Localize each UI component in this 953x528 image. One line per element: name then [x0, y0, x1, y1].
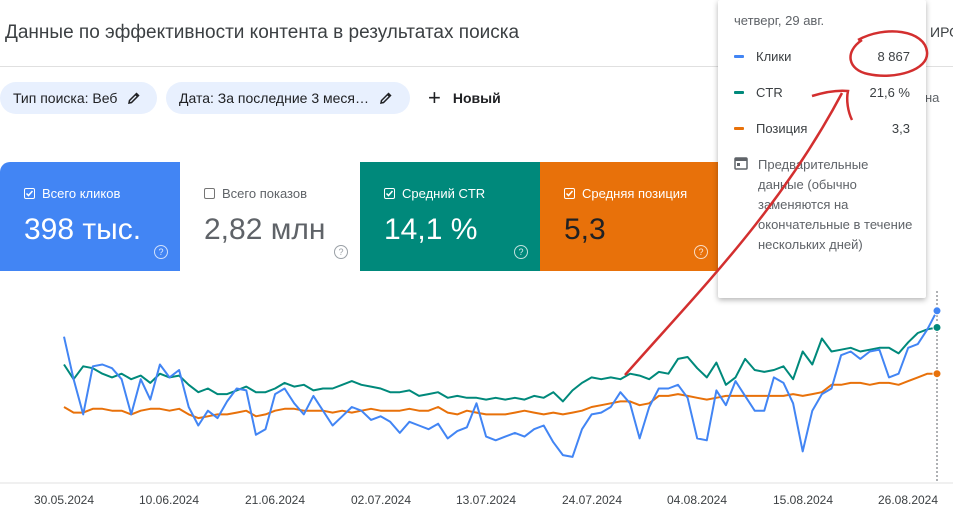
- filter-chip-label: Тип поиска: Веб: [13, 90, 118, 106]
- series-line-Позиция: [63, 372, 937, 420]
- pencil-icon: [379, 91, 393, 105]
- x-tick-label: 26.08.2024: [878, 493, 938, 507]
- hover-point-CTR: [932, 322, 942, 332]
- metric-card-clicks[interactable]: Всего кликов 398 тыс. ?: [0, 162, 180, 271]
- filter-chip-search-type[interactable]: Тип поиска: Веб: [0, 82, 157, 114]
- x-tick-label: 02.07.2024: [351, 493, 411, 507]
- tooltip-row-value: 8 867: [877, 49, 910, 64]
- calendar-icon: [734, 155, 748, 255]
- series-swatch: [734, 127, 744, 130]
- metric-label: Средний CTR: [402, 186, 486, 201]
- metric-value: 5,3: [564, 213, 606, 246]
- x-tick-label: 13.07.2024: [456, 493, 516, 507]
- checkbox-checked-icon[interactable]: [564, 188, 575, 199]
- series-line-CTR: [63, 326, 938, 403]
- new-filter-button[interactable]: + Новый: [428, 86, 501, 110]
- new-filter-label: Новый: [452, 90, 501, 106]
- help-icon[interactable]: ?: [694, 245, 708, 259]
- metric-value: 14,1 %: [384, 213, 478, 246]
- help-icon[interactable]: ?: [514, 245, 528, 259]
- tooltip-row-position: Позиция 3,3: [734, 121, 910, 136]
- metric-value: 398 тыс.: [24, 213, 142, 246]
- checkbox-unchecked-icon[interactable]: [204, 188, 215, 199]
- tooltip-row-name: Клики: [756, 49, 792, 64]
- tooltip-note-text: Предварительные данные (обычно заменяютс…: [758, 157, 913, 252]
- filter-right-label[interactable]: на: [925, 90, 940, 105]
- x-tick-label: 10.06.2024: [139, 493, 199, 507]
- hover-point-Позиция: [932, 369, 942, 379]
- series-line-Клики: [63, 310, 938, 458]
- metric-label: Всего кликов: [42, 186, 121, 201]
- chart-svg[interactable]: 30.05.2024 10.06.2024 21.06.2024 02.07.2024…: [0, 271, 953, 523]
- plus-icon: +: [428, 85, 441, 110]
- help-icon[interactable]: ?: [154, 245, 168, 259]
- pencil-icon: [127, 91, 141, 105]
- checkbox-checked-icon[interactable]: [384, 188, 395, 199]
- series-swatch: [734, 91, 744, 94]
- tooltip-date: четверг, 29 авг.: [734, 13, 825, 28]
- metric-value: 2,82 млн: [204, 213, 326, 246]
- metric-label: Средняя позиция: [582, 186, 688, 201]
- performance-chart[interactable]: 30.05.2024 10.06.2024 21.06.2024 02.07.2024…: [0, 271, 953, 523]
- filter-chip-date[interactable]: Дата: За последние 3 меся…: [166, 82, 410, 114]
- x-tick-label: 15.08.2024: [773, 493, 833, 507]
- chart-tooltip: четверг, 29 авг. Клики 8 867 CTR 21,6 % …: [718, 0, 926, 298]
- metric-card-position[interactable]: Средняя позиция 5,3 ?: [540, 162, 720, 271]
- x-tick-label: 24.07.2024: [562, 493, 622, 507]
- tooltip-row-ctr: CTR 21,6 %: [734, 85, 910, 100]
- tooltip-row-name: Позиция: [756, 121, 808, 136]
- x-tick-label: 21.06.2024: [245, 493, 305, 507]
- filter-chip-label: Дата: За последние 3 меся…: [179, 90, 369, 106]
- series-swatch: [734, 55, 744, 58]
- tooltip-row-value: 3,3: [891, 121, 910, 136]
- x-tick-label: 04.08.2024: [667, 493, 727, 507]
- tooltip-row-value: 21,6 %: [869, 85, 910, 100]
- metric-label: Всего показов: [222, 186, 307, 201]
- metric-card-ctr[interactable]: Средний CTR 14,1 % ?: [360, 162, 540, 271]
- metric-card-impressions[interactable]: Всего показов 2,82 млн ?: [180, 162, 360, 271]
- x-tick-label: 30.05.2024: [34, 493, 94, 507]
- tooltip-note: Предварительные данные (обычно заменяютс…: [734, 155, 914, 255]
- tooltip-row-name: CTR: [756, 85, 783, 100]
- checkbox-checked-icon[interactable]: [24, 188, 35, 199]
- page-title: Данные по эффективности контента в резул…: [5, 22, 520, 43]
- export-label[interactable]: ИРО: [930, 24, 953, 40]
- help-icon[interactable]: ?: [334, 245, 348, 259]
- tooltip-row-clicks: Клики 8 867: [734, 49, 910, 64]
- hover-point-Клики: [932, 306, 942, 316]
